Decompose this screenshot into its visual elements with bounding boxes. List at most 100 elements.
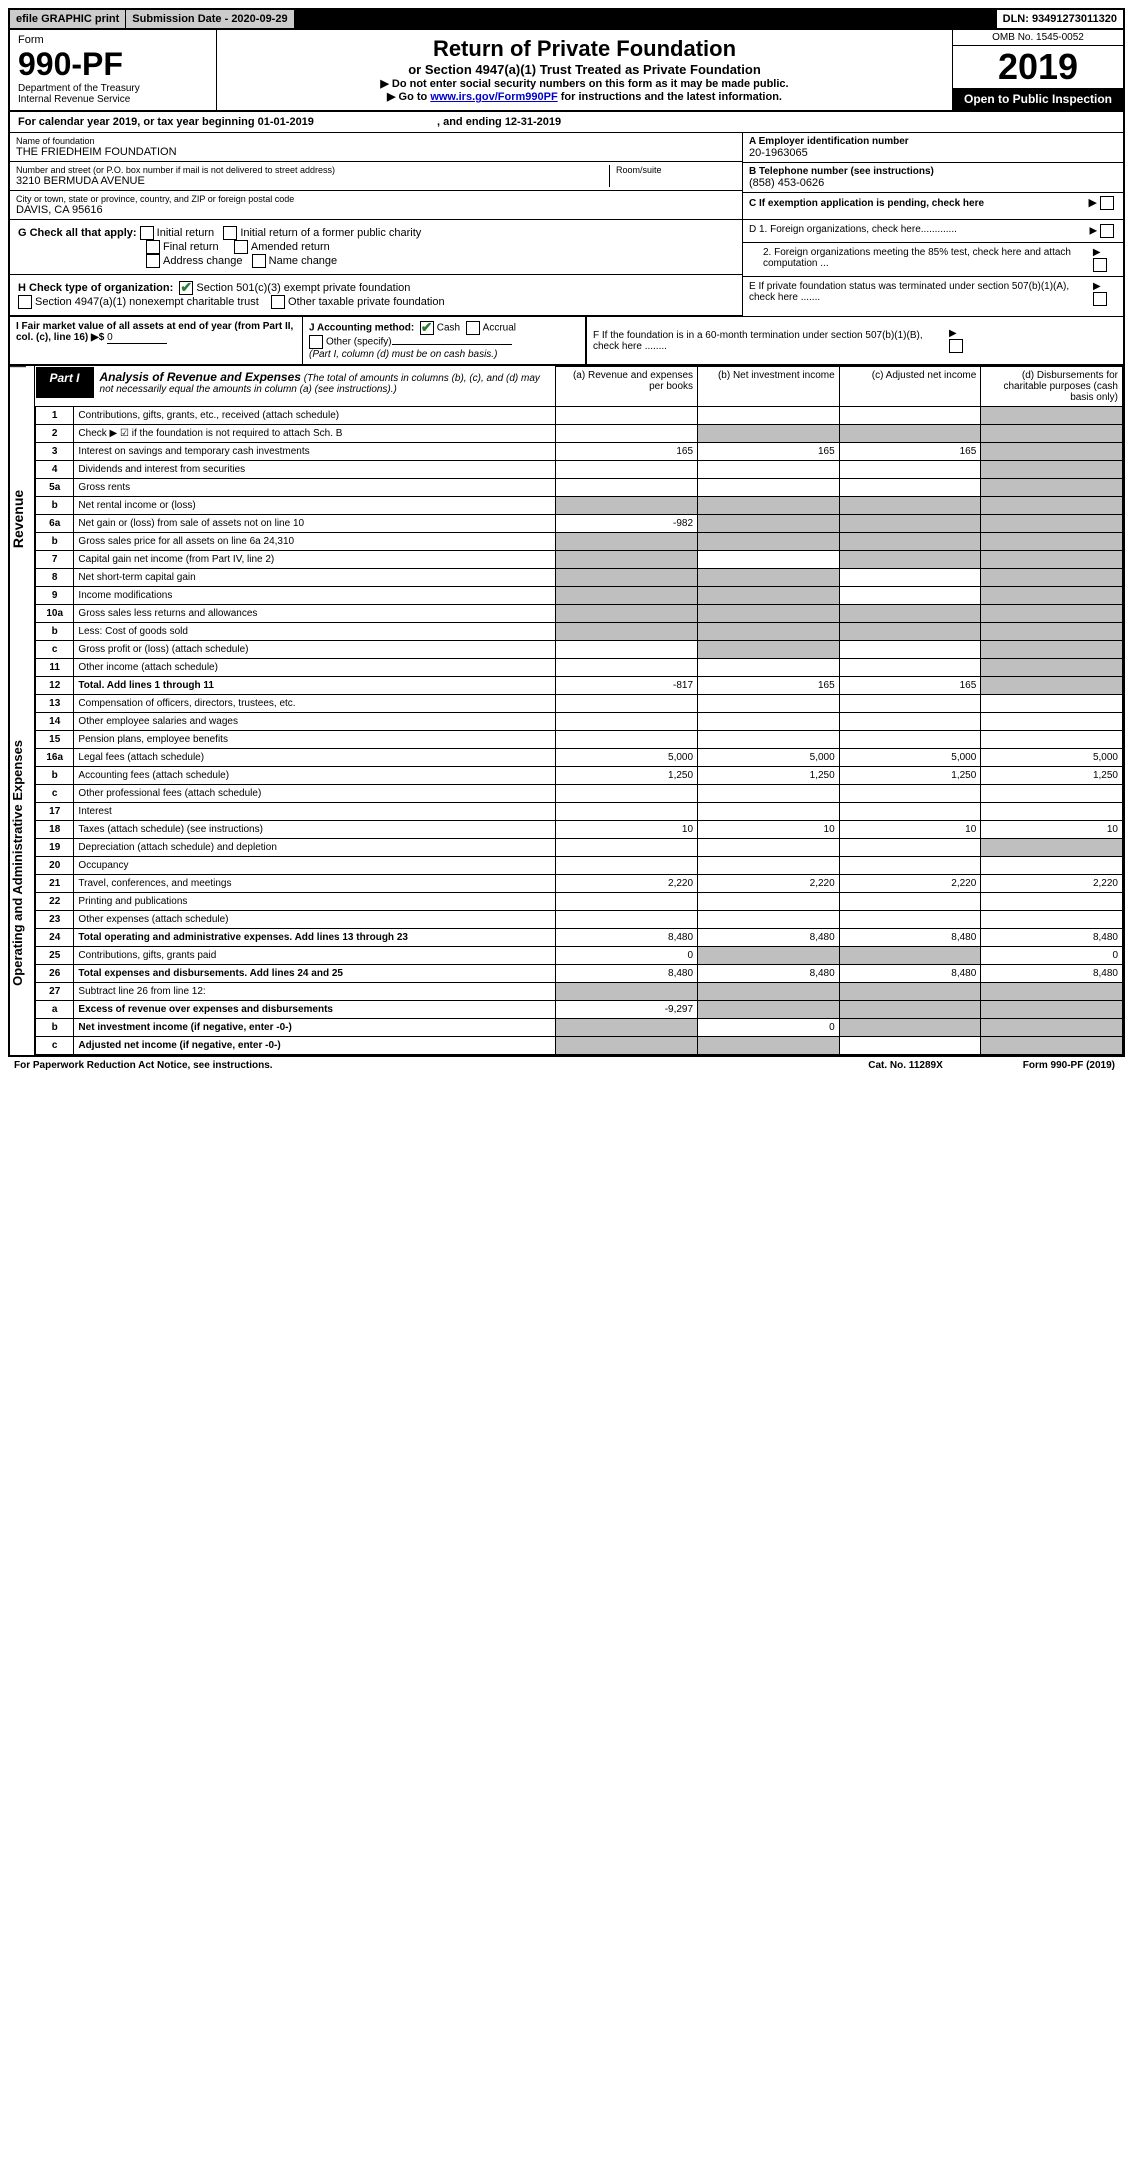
table-row: bNet investment income (if negative, ent…: [36, 1019, 1123, 1037]
foundation-name: THE FRIEDHEIM FOUNDATION: [16, 146, 736, 158]
analysis-table: Part I Analysis of Revenue and Expenses …: [35, 366, 1123, 1055]
table-row: 19Depreciation (attach schedule) and dep…: [36, 839, 1123, 857]
instruction-1: ▶ Do not enter social security numbers o…: [223, 77, 946, 90]
table-row: 8Net short-term capital gain: [36, 569, 1123, 587]
initial-return-checkbox[interactable]: [140, 226, 154, 240]
table-row: 14Other employee salaries and wages: [36, 713, 1123, 731]
exemption-checkbox[interactable]: [1100, 196, 1114, 210]
table-row: 25Contributions, gifts, grants paid00: [36, 947, 1123, 965]
form-subtitle: or Section 4947(a)(1) Trust Treated as P…: [223, 62, 946, 77]
e-checkbox[interactable]: [1093, 292, 1107, 306]
instructions-link[interactable]: www.irs.gov/Form990PF: [430, 91, 557, 103]
revenue-side-label: Revenue: [10, 366, 26, 670]
amended-return-checkbox[interactable]: [234, 240, 248, 254]
table-row: cAdjusted net income (if negative, enter…: [36, 1037, 1123, 1055]
4947-checkbox[interactable]: [18, 295, 32, 309]
table-row: 17Interest: [36, 803, 1123, 821]
address-change-checkbox[interactable]: [146, 254, 160, 268]
other-method-checkbox[interactable]: [309, 335, 323, 349]
other-taxable-checkbox[interactable]: [271, 295, 285, 309]
d2-label: 2. Foreign organizations meeting the 85%…: [749, 247, 1093, 269]
table-row: 26Total expenses and disbursements. Add …: [36, 965, 1123, 983]
exemption-label: C If exemption application is pending, c…: [749, 198, 984, 209]
table-row: 15Pension plans, employee benefits: [36, 731, 1123, 749]
table-row: bAccounting fees (attach schedule)1,2501…: [36, 767, 1123, 785]
table-row: 13Compensation of officers, directors, t…: [36, 695, 1123, 713]
table-row: 10aGross sales less returns and allowanc…: [36, 605, 1123, 623]
top-bar: efile GRAPHIC print Submission Date - 20…: [10, 10, 1123, 30]
col-a-header: (a) Revenue and expenses per books: [556, 367, 698, 407]
form-title: Return of Private Foundation: [223, 36, 946, 62]
d1-checkbox[interactable]: [1100, 224, 1114, 238]
table-row: 6aNet gain or (loss) from sale of assets…: [36, 515, 1123, 533]
table-row: 9Income modifications: [36, 587, 1123, 605]
d1-label: D 1. Foreign organizations, check here..…: [749, 224, 957, 235]
calendar-year-row: For calendar year 2019, or tax year begi…: [10, 112, 1123, 133]
table-row: cOther professional fees (attach schedul…: [36, 785, 1123, 803]
section-f: F If the foundation is in a 60-month ter…: [586, 317, 979, 364]
omb-number: OMB No. 1545-0052: [953, 30, 1123, 46]
table-row: 24Total operating and administrative exp…: [36, 929, 1123, 947]
table-row: bNet rental income or (loss): [36, 497, 1123, 515]
section-i: I Fair market value of all assets at end…: [10, 317, 303, 364]
ein-label: A Employer identification number: [749, 136, 1117, 147]
section-j: J Accounting method: Cash Accrual Other …: [303, 317, 586, 364]
col-b-header: (b) Net investment income: [698, 367, 840, 407]
form-label: Form: [18, 34, 208, 46]
accrual-checkbox[interactable]: [466, 321, 480, 335]
expenses-side-label: Operating and Administrative Expenses: [10, 670, 25, 1056]
table-row: 1Contributions, gifts, grants, etc., rec…: [36, 407, 1123, 425]
foundation-address: 3210 BERMUDA AVENUE: [16, 175, 609, 187]
department: Department of the Treasury Internal Reve…: [18, 83, 208, 105]
form-ref: Form 990-PF (2019): [1023, 1060, 1115, 1071]
col-d-header: (d) Disbursements for charitable purpose…: [981, 367, 1123, 407]
city-label: City or town, state or province, country…: [16, 194, 736, 204]
paperwork-notice: For Paperwork Reduction Act Notice, see …: [14, 1060, 273, 1071]
section-h: H Check type of organization: Section 50…: [10, 275, 742, 316]
table-row: 23Other expenses (attach schedule): [36, 911, 1123, 929]
foundation-city: DAVIS, CA 95616: [16, 204, 736, 216]
catalog-number: Cat. No. 11289X: [868, 1060, 942, 1071]
table-row: 12Total. Add lines 1 through 11-81716516…: [36, 677, 1123, 695]
form-number: 990-PF: [18, 46, 208, 83]
page-footer: For Paperwork Reduction Act Notice, see …: [8, 1057, 1121, 1074]
name-change-checkbox[interactable]: [252, 254, 266, 268]
table-row: 18Taxes (attach schedule) (see instructi…: [36, 821, 1123, 839]
table-row: 27Subtract line 26 from line 12:: [36, 983, 1123, 1001]
501c3-checkbox[interactable]: [179, 281, 193, 295]
ein-value: 20-1963065: [749, 147, 1117, 159]
table-row: 3Interest on savings and temporary cash …: [36, 443, 1123, 461]
phone-label: B Telephone number (see instructions): [749, 166, 1117, 177]
form-container: efile GRAPHIC print Submission Date - 20…: [8, 8, 1125, 1057]
table-row: aExcess of revenue over expenses and dis…: [36, 1001, 1123, 1019]
submission-date: Submission Date - 2020-09-29: [126, 10, 294, 28]
tax-year: 2019: [953, 46, 1123, 88]
table-row: bGross sales price for all assets on lin…: [36, 533, 1123, 551]
table-row: 4Dividends and interest from securities: [36, 461, 1123, 479]
open-public-badge: Open to Public Inspection: [953, 88, 1123, 110]
cash-checkbox[interactable]: [420, 321, 434, 335]
table-row: cGross profit or (loss) (attach schedule…: [36, 641, 1123, 659]
table-row: 22Printing and publications: [36, 893, 1123, 911]
dln-number: DLN: 93491273011320: [997, 10, 1123, 28]
d2-checkbox[interactable]: [1093, 258, 1107, 272]
col-c-header: (c) Adjusted net income: [839, 367, 981, 407]
table-row: bLess: Cost of goods sold: [36, 623, 1123, 641]
table-row: 20Occupancy: [36, 857, 1123, 875]
form-header: Form 990-PF Department of the Treasury I…: [10, 30, 1123, 112]
table-row: 21Travel, conferences, and meetings2,220…: [36, 875, 1123, 893]
addr-label: Number and street (or P.O. box number if…: [16, 165, 609, 175]
table-row: 7Capital gain net income (from Part IV, …: [36, 551, 1123, 569]
table-row: 11Other income (attach schedule): [36, 659, 1123, 677]
f-checkbox[interactable]: [949, 339, 963, 353]
e-label: E If private foundation status was termi…: [749, 281, 1093, 303]
part-label: Part I: [36, 367, 94, 398]
phone-value: (858) 453-0626: [749, 177, 1117, 189]
table-row: 16aLegal fees (attach schedule)5,0005,00…: [36, 749, 1123, 767]
final-return-checkbox[interactable]: [146, 240, 160, 254]
instruction-2: ▶ Go to www.irs.gov/Form990PF for instru…: [223, 90, 946, 103]
name-label: Name of foundation: [16, 136, 736, 146]
initial-former-checkbox[interactable]: [223, 226, 237, 240]
efile-label: efile GRAPHIC print: [10, 10, 126, 28]
table-row: 5aGross rents: [36, 479, 1123, 497]
